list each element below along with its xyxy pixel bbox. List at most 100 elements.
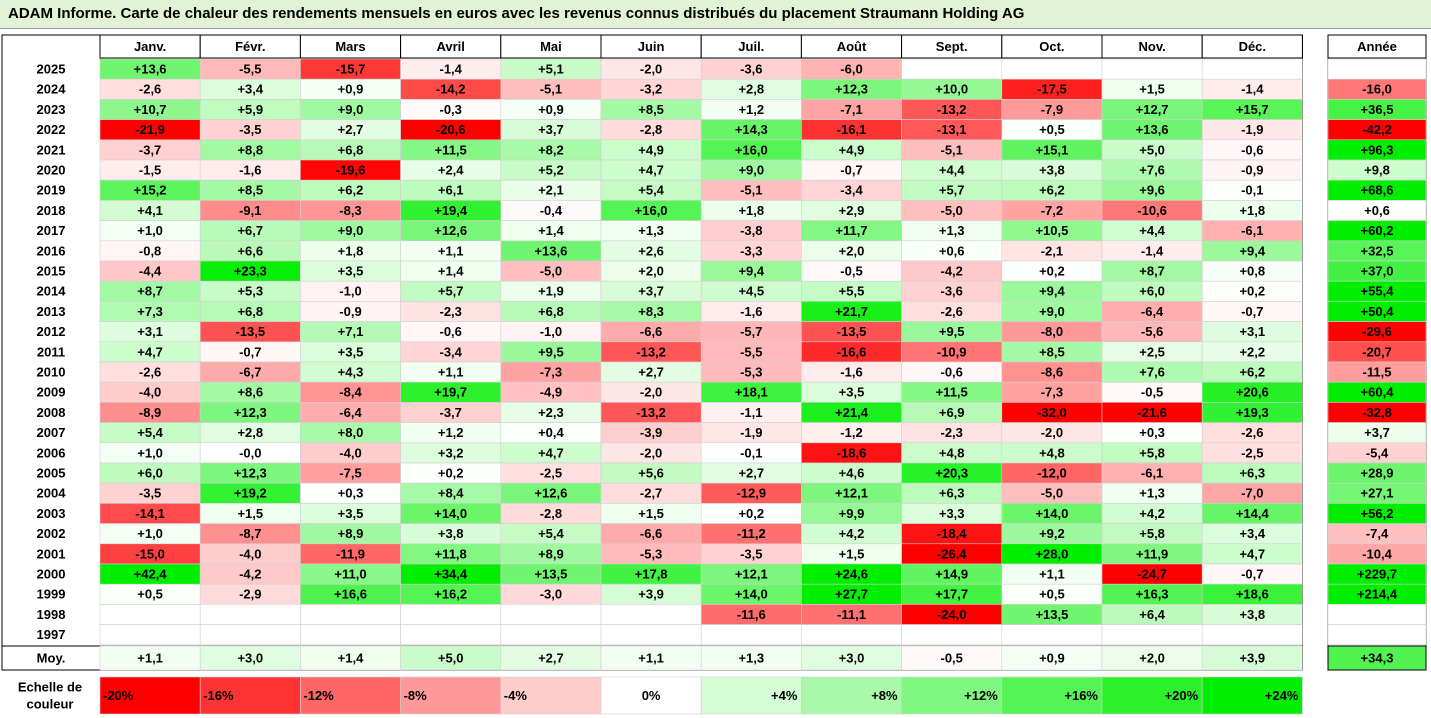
heatmap-cell-value: +1,5 [1139, 82, 1165, 97]
heatmap-cell-value: -2,9 [239, 587, 261, 602]
heatmap-cell-value: +3,5 [839, 385, 865, 400]
legend-stop-label: 0% [642, 688, 661, 703]
legend-swatch [199, 676, 301, 715]
heatmap-cell-value: -6,4 [339, 405, 362, 420]
row-year-label: 2008 [37, 405, 66, 420]
heatmap-cell-value: +3,2 [438, 445, 464, 460]
heatmap-cell-value: -0,7 [239, 344, 261, 359]
annual-cell-value: -32,8 [1362, 405, 1392, 420]
heatmap-cell-value: +16,3 [1136, 587, 1169, 602]
heatmap-cell-value: -26,4 [937, 546, 967, 561]
heatmap-cell-value: +3,7 [638, 284, 664, 299]
heatmap-cell-value: +17,7 [935, 587, 968, 602]
heatmap-cell-value: +4,9 [839, 142, 865, 157]
heatmap-cell-value: -0,5 [840, 264, 862, 279]
heatmap-cell-value: +3,5 [338, 264, 364, 279]
average-cell-value: +3,9 [1239, 650, 1265, 665]
heatmap-cell-value: +8,0 [338, 425, 364, 440]
heatmap-cell [1001, 58, 1103, 80]
heatmap-cell-value: +4,1 [137, 203, 163, 218]
heatmap-cell-value: +21,4 [835, 405, 869, 420]
heatmap-cell-value: -2,7 [640, 486, 662, 501]
annual-cell-value: +37,0 [1361, 264, 1394, 279]
heatmap-cell-value: -0,1 [740, 445, 762, 460]
heatmap-cell-value: +8,4 [438, 486, 464, 501]
average-cell [99, 645, 201, 671]
heatmap-cell-value: -2,8 [640, 122, 662, 137]
heatmap-cell [500, 604, 602, 625]
heatmap-cell-value: -5,0 [940, 203, 962, 218]
heatmap-cell-value: +9,4 [1039, 284, 1065, 299]
heatmap-cell-value: -12,0 [1037, 466, 1067, 481]
heatmap-cell-value: +2,0 [839, 243, 865, 258]
heatmap-cell-value: +9,0 [738, 163, 764, 178]
heatmap-cell-value: +1,5 [839, 546, 865, 561]
heatmap-cell-value: -11,9 [336, 546, 365, 561]
heatmap-cell-value: +9,4 [1239, 243, 1265, 258]
heatmap-cell-value: +2,1 [538, 183, 564, 198]
average-cell [1201, 645, 1303, 671]
heatmap-cell-value: -6,6 [640, 324, 662, 339]
heatmap-cell-value: +3,4 [237, 82, 263, 97]
annual-cell-value: +9,8 [1364, 163, 1390, 178]
heatmap-cell-value: +1,4 [438, 264, 464, 279]
row-year-label: 2017 [37, 223, 66, 238]
legend-stop-label: +4% [771, 688, 798, 703]
heatmap-cell-value: +0,5 [1039, 122, 1065, 137]
heatmap-cell-value: -3,7 [439, 405, 461, 420]
average-cell [700, 645, 802, 671]
heatmap-cell-value: -5,7 [740, 324, 762, 339]
row-year-label: 2018 [37, 203, 66, 218]
average-cell-value: +0,9 [1039, 650, 1065, 665]
heatmap-cell-value: -0,7 [840, 163, 862, 178]
heatmap-cell-value: -5,3 [740, 365, 762, 380]
legend-stop-label: +8% [871, 688, 898, 703]
heatmap-cell [99, 624, 201, 646]
heatmap-cell-value: +8,3 [638, 304, 664, 319]
row-year-label: 2016 [37, 243, 66, 258]
legend-label-line1: Echelle de [18, 679, 82, 694]
heatmap-cell-value: +4,4 [939, 163, 965, 178]
heatmap-cell [600, 624, 702, 646]
row-year-label: 2025 [37, 62, 66, 77]
month-header-label: Janv. [134, 39, 166, 54]
heatmap-cell-value: +3,8 [438, 526, 464, 541]
heatmap-cell-value: +8,9 [338, 526, 364, 541]
heatmap-cell-value: +0,2 [738, 506, 764, 521]
heatmap-cell-value: +4,9 [638, 142, 664, 157]
heatmap-cell-value: +19,2 [234, 486, 267, 501]
legend-stop-label: +24% [1265, 688, 1299, 703]
row-year-label: 2024 [37, 82, 67, 97]
heatmap-cell-value: -4,0 [239, 546, 261, 561]
heatmap-cell-value: -8,4 [339, 385, 362, 400]
heatmap-cell-value: +6,8 [338, 142, 364, 157]
annual-cell-value: +60,4 [1361, 385, 1395, 400]
heatmap-cell-value: -21,6 [1137, 405, 1167, 420]
heatmap-cell-value: +9,2 [1039, 526, 1065, 541]
average-cell-value: +1,1 [137, 650, 163, 665]
heatmap-cell-value: -3,2 [640, 82, 662, 97]
annual-cell-value: -7,4 [1366, 526, 1389, 541]
heatmap-cell-value: +10,0 [935, 82, 968, 97]
row-year-label: 1997 [37, 627, 66, 642]
average-cell-value: +3,0 [839, 650, 865, 665]
heatmap-cell-value: +16,2 [434, 587, 467, 602]
heatmap-cell-value: -3,8 [740, 223, 762, 238]
heatmap-cell-value: -3,9 [640, 425, 662, 440]
annual-cell-value: +68,6 [1361, 183, 1394, 198]
legend-stop-label: -20% [103, 688, 134, 703]
heatmap-cell-value: -4,4 [139, 264, 162, 279]
heatmap-cell-value: +5,2 [538, 163, 564, 178]
annual-cell [1327, 604, 1427, 625]
heatmap-cell-value: -3,5 [239, 122, 261, 137]
heatmap-cell-value: +1,9 [538, 284, 564, 299]
legend-swatch [1001, 676, 1103, 715]
heatmap-cell-value: -9,1 [239, 203, 261, 218]
annual-cell-value: +27,1 [1361, 486, 1394, 501]
heatmap-cell-value: +8,6 [237, 385, 263, 400]
row-year-label: 2000 [37, 567, 66, 582]
heatmap-cell-value: -2,3 [439, 304, 461, 319]
heatmap-cell-value: -1,4 [439, 62, 462, 77]
heatmap-cell-value: -13,2 [636, 344, 666, 359]
row-year-label: 2005 [37, 466, 66, 481]
